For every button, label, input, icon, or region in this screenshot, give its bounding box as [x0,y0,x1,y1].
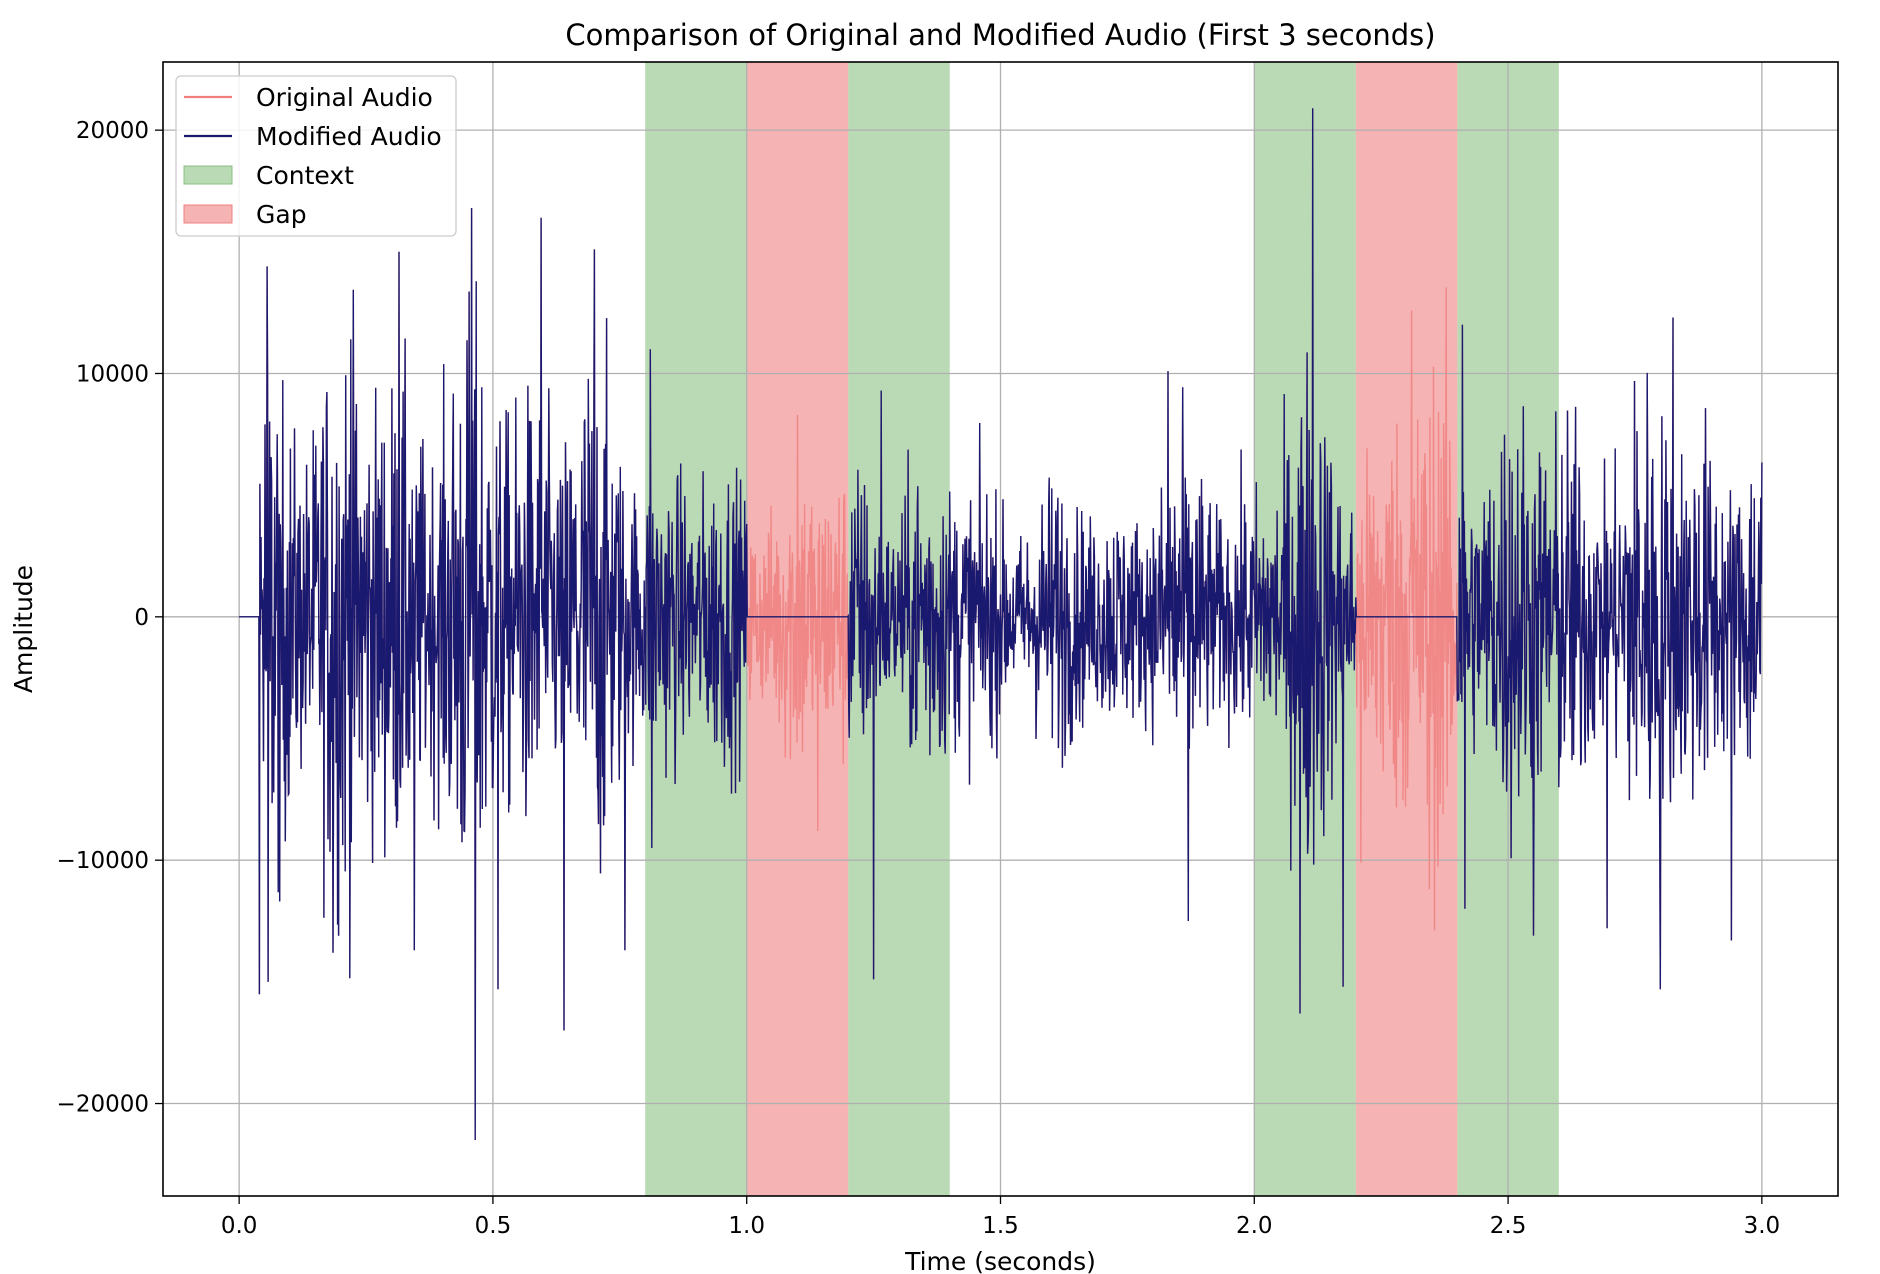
legend-swatch-patch [183,165,233,185]
y-axis-label: Amplitude [9,565,38,693]
x-tick-label: 2.0 [1236,1213,1273,1239]
x-tick-label: 0.0 [221,1213,258,1239]
legend-swatch-patch [183,204,233,224]
y-tick-label: 10000 [76,361,149,387]
waveforms [239,108,1763,1141]
x-axis-ticks: 0.0 0.5 1.0 1.5 2.0 2.5 3.0 [221,1196,1780,1239]
legend-label: Original Audio [256,83,433,112]
legend-box [175,75,457,237]
x-tick-label: 0.5 [475,1213,512,1239]
y-axis-ticks: −20000 −10000 0 10000 20000 [57,118,163,1118]
y-tick-label: 0 [134,605,149,631]
y-tick-label: −20000 [57,1092,149,1118]
legend-label: Gap [256,200,307,229]
x-tick-label: 3.0 [1744,1213,1781,1239]
x-tick-label: 1.5 [982,1213,1019,1239]
legend: Original Audio Modified Audio Context Gap [175,75,457,237]
x-axis-label: Time (seconds) [904,1247,1096,1274]
legend-label: Context [256,161,354,190]
x-tick-label: 2.5 [1490,1213,1527,1239]
chart-title: Comparison of Original and Modified Audi… [565,18,1435,52]
y-tick-label: −10000 [57,848,149,874]
x-tick-label: 1.0 [728,1213,765,1239]
y-tick-label: 20000 [76,118,149,144]
legend-label: Modified Audio [256,122,442,151]
modified-audio-line [239,108,1763,1141]
